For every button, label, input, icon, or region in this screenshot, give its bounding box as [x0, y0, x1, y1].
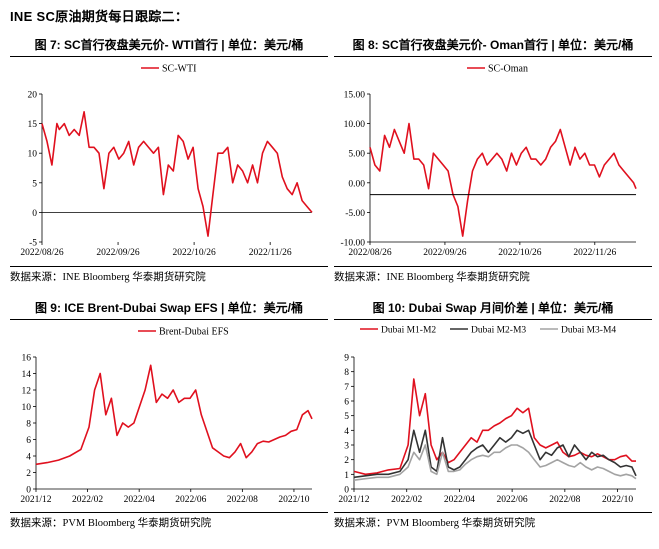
- x-tick-label: 2022/06: [497, 495, 528, 505]
- legend-label: Dubai M2-M3: [471, 326, 526, 336]
- y-tick-label: 4: [26, 453, 31, 463]
- y-tick-label: 0: [26, 486, 31, 496]
- series-line: [354, 379, 636, 474]
- chart-source: 数据来源：PVM Bloomberg 华泰期货研究院: [334, 512, 652, 530]
- x-tick-label: 2022/08: [549, 495, 580, 505]
- chart-svg: 0 2 4 6 8 10 12 14 16 2021/12 2022/02 2022/04 2022/0…: [10, 319, 328, 529]
- x-tick-label: 2022/08/26: [348, 248, 392, 258]
- y-tick-label: 7: [344, 383, 349, 393]
- y-tick-label: 8: [344, 368, 349, 378]
- y-tick-label: 3: [344, 442, 349, 452]
- y-tick-label: -10.00: [340, 239, 365, 249]
- x-tick-label: 2021/12: [20, 495, 51, 505]
- y-tick-label: 5: [32, 179, 37, 189]
- y-tick-label: 0: [32, 209, 37, 219]
- section-title: INE SC原油期货每日跟踪二：: [10, 6, 188, 25]
- x-tick-label: 2022/08/26: [20, 248, 64, 258]
- x-tick-label: 2022/10/26: [172, 248, 216, 258]
- legend-label: SC-WTI: [162, 64, 196, 75]
- y-tick-label: 0.00: [348, 179, 365, 189]
- x-tick-label: 2022/09/26: [423, 248, 467, 258]
- x-tick-label: 2022/02: [391, 495, 422, 505]
- y-tick-label: 2: [344, 456, 349, 466]
- y-tick-label: 1: [344, 471, 349, 481]
- y-tick-label: -5.00: [345, 209, 365, 219]
- x-tick-label: 2022/04: [444, 495, 475, 505]
- y-tick-label: 2: [26, 469, 31, 479]
- chart-source: 数据来源：INE Bloomberg 华泰期货研究院: [334, 266, 652, 284]
- chart-svg: -5 0 5 10 15 20 2022/08/26 2022/09/26 2022/10/26…: [10, 56, 328, 266]
- x-tick-label: 2022/10/26: [498, 248, 542, 258]
- x-tick-label: 2022/10: [278, 495, 309, 505]
- series-line: [36, 365, 312, 464]
- y-tick-label: 16: [22, 354, 32, 364]
- y-tick-label: 20: [28, 91, 38, 101]
- y-tick-label: 6: [344, 398, 349, 408]
- y-tick-label: 10.00: [344, 120, 366, 130]
- chart-svg: -10.00 -5.00 0.00 5.00 10.00 15.00 2022/08/26 2…: [334, 56, 652, 266]
- y-tick-label: 5.00: [348, 150, 365, 160]
- x-tick-label: 2022/11/26: [249, 248, 292, 258]
- y-tick-label: 5: [344, 412, 349, 422]
- legend-label: SC-Oman: [488, 64, 528, 75]
- chart-panel-2: 图 8: SC首行夜盘美元价- Oman首行 | 单位：美元/桶 -10.00-…: [334, 36, 652, 286]
- x-tick-label: 2022/10: [602, 495, 633, 505]
- chart-svg: 0 1 2 3 4 5 6 7 8 9 2021/12 2022/02 2022/04 2022/06 20…: [334, 319, 652, 529]
- y-tick-label: -5: [29, 239, 37, 249]
- x-tick-label: 2022/04: [124, 495, 155, 505]
- chart-source: 数据来源：PVM Bloomberg 华泰期货研究院: [10, 512, 328, 530]
- x-tick-label: 2022/09/26: [96, 248, 140, 258]
- chart-source: 数据来源：INE Bloomberg 华泰期货研究院: [10, 266, 328, 284]
- x-tick-label: 2022/08: [227, 495, 258, 505]
- series-line: [354, 445, 636, 480]
- x-tick-label: 2022/02: [72, 495, 103, 505]
- y-tick-label: 12: [22, 387, 32, 397]
- x-tick-label: 2021/12: [338, 495, 369, 505]
- y-tick-label: 10: [28, 150, 38, 160]
- chart-title: 图 7: SC首行夜盘美元价- WTI首行 | 单位：美元/桶: [10, 36, 328, 57]
- chart-title: 图 8: SC首行夜盘美元价- Oman首行 | 单位：美元/桶: [334, 36, 652, 57]
- x-tick-label: 2022/06: [175, 495, 206, 505]
- y-tick-label: 15: [28, 120, 38, 130]
- chart-title: 图 10: Dubai Swap 月间价差 | 单位：美元/桶: [334, 299, 652, 320]
- y-tick-label: 0: [344, 486, 349, 496]
- legend-label: Dubai M1-M2: [381, 326, 436, 336]
- y-tick-label: 14: [22, 370, 32, 380]
- chart-panel-1: 图 7: SC首行夜盘美元价- WTI首行 | 单位：美元/桶 -5 0 5 10 15…: [10, 36, 328, 286]
- y-tick-label: 6: [26, 436, 31, 446]
- x-tick-label: 2022/11/26: [573, 248, 616, 258]
- y-tick-label: 4: [344, 427, 349, 437]
- y-tick-label: 9: [344, 354, 349, 364]
- series-line: [354, 430, 636, 477]
- y-tick-label: 15.00: [344, 91, 366, 101]
- chart-panel-4: 图 10: Dubai Swap 月间价差 | 单位：美元/桶 0 1 2 3 4 5 6 7…: [334, 299, 652, 549]
- legend-label: Dubai M3-M4: [561, 326, 616, 336]
- y-tick-label: 10: [22, 403, 32, 413]
- series-line: [370, 124, 636, 237]
- series-line: [42, 112, 312, 236]
- chart-panel-3: 图 9: ICE Brent-Dubai Swap EFS | 单位：美元/桶 …: [10, 299, 328, 549]
- y-tick-label: 8: [26, 420, 31, 430]
- legend-label: Brent-Dubai EFS: [159, 327, 229, 338]
- chart-title: 图 9: ICE Brent-Dubai Swap EFS | 单位：美元/桶: [10, 299, 328, 320]
